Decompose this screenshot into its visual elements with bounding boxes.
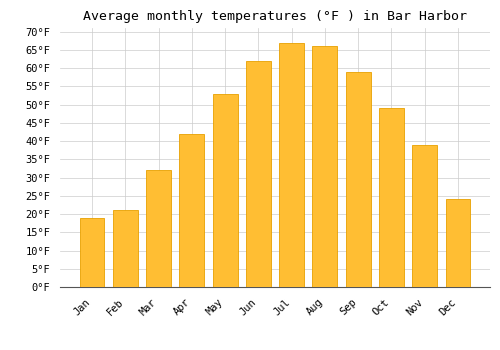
Bar (312, 46, 338, 287)
Bar (379, 108, 404, 287)
Bar (212, 94, 238, 287)
Bar (146, 170, 171, 287)
Bar (246, 61, 271, 287)
Bar (113, 210, 138, 287)
Bar (346, 72, 370, 287)
Bar (412, 145, 437, 287)
Bar (279, 43, 304, 287)
Bar (446, 199, 470, 287)
Bar (180, 134, 204, 287)
Title: Average monthly temperatures (°F ) in Bar Harbor: Average monthly temperatures (°F ) in Ba… (83, 10, 467, 23)
Bar (80, 218, 104, 287)
